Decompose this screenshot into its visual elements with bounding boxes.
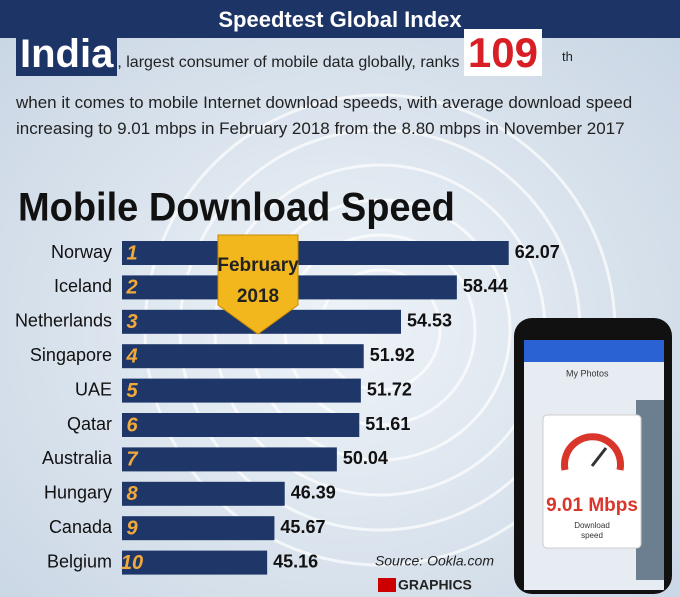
value-label: 51.92 — [370, 345, 415, 365]
bar — [122, 447, 337, 472]
value-label: 62.07 — [515, 242, 560, 262]
bar — [122, 344, 364, 369]
country: India — [16, 32, 118, 76]
brand-logo — [378, 578, 396, 592]
category-label: Netherlands — [15, 311, 112, 331]
value-label: 46.39 — [291, 483, 336, 503]
rank: 109 — [463, 29, 542, 76]
badge: February 2018 — [217, 234, 299, 335]
description: when it comes to mobile Internet downloa… — [16, 93, 633, 138]
value-label: 45.67 — [280, 517, 325, 537]
rank-label: 4 — [125, 345, 137, 367]
bar — [122, 378, 361, 403]
category-label: Iceland — [54, 276, 112, 296]
bar — [122, 413, 360, 437]
bar — [122, 550, 268, 575]
value-label: 45.16 — [273, 551, 318, 571]
category-label: Belgium — [47, 551, 112, 571]
rank-suffix: th — [561, 48, 573, 64]
category-label: Singapore — [30, 345, 112, 365]
bar — [122, 481, 285, 506]
rank-label: 7 — [126, 449, 138, 471]
value-label: 51.72 — [367, 379, 412, 399]
category-label: Norway — [51, 242, 112, 262]
phone-speed: 9.01 Mbps — [546, 495, 638, 516]
phone-caption-2: speed — [581, 531, 603, 540]
rank-label: 3 — [126, 311, 137, 333]
value-label: 54.53 — [407, 311, 452, 331]
value-label: 51.61 — [365, 414, 410, 434]
bar — [122, 241, 509, 265]
rank-label: 9 — [126, 517, 138, 539]
rank-label: 6 — [126, 414, 138, 436]
rank-label: 10 — [121, 552, 143, 574]
rank-label: 5 — [126, 380, 138, 402]
rank-label: 2 — [125, 277, 137, 299]
bar — [122, 516, 275, 541]
category-label: UAE — [75, 379, 112, 399]
category-label: Hungary — [44, 483, 112, 503]
header-title: Speedtest Global Index — [218, 7, 462, 32]
chart-title: Mobile Download Speed — [18, 186, 455, 230]
rank-label: 8 — [126, 483, 138, 505]
badge-month: February — [217, 255, 299, 276]
category-label: Canada — [49, 517, 113, 537]
phone-screen-title: My Photos — [566, 368, 609, 378]
intro: India, largest consumer of mobile data g… — [16, 29, 676, 76]
rank-label: 1 — [126, 242, 137, 264]
phone: My Photos 9.01 Mbps Download speed — [514, 318, 672, 594]
category-label: Qatar — [67, 414, 112, 434]
value-label: 50.04 — [343, 448, 388, 468]
source: Source: Ookla.com — [375, 553, 494, 569]
header-band — [0, 0, 680, 38]
value-label: 58.44 — [463, 276, 508, 296]
phone-caption-1: Download — [574, 521, 610, 530]
intro-text: , largest consumer of mobile data global… — [117, 54, 460, 71]
badge-year: 2018 — [237, 286, 279, 307]
brand: GRAPHICS — [398, 577, 472, 593]
category-label: Australia — [42, 448, 113, 468]
